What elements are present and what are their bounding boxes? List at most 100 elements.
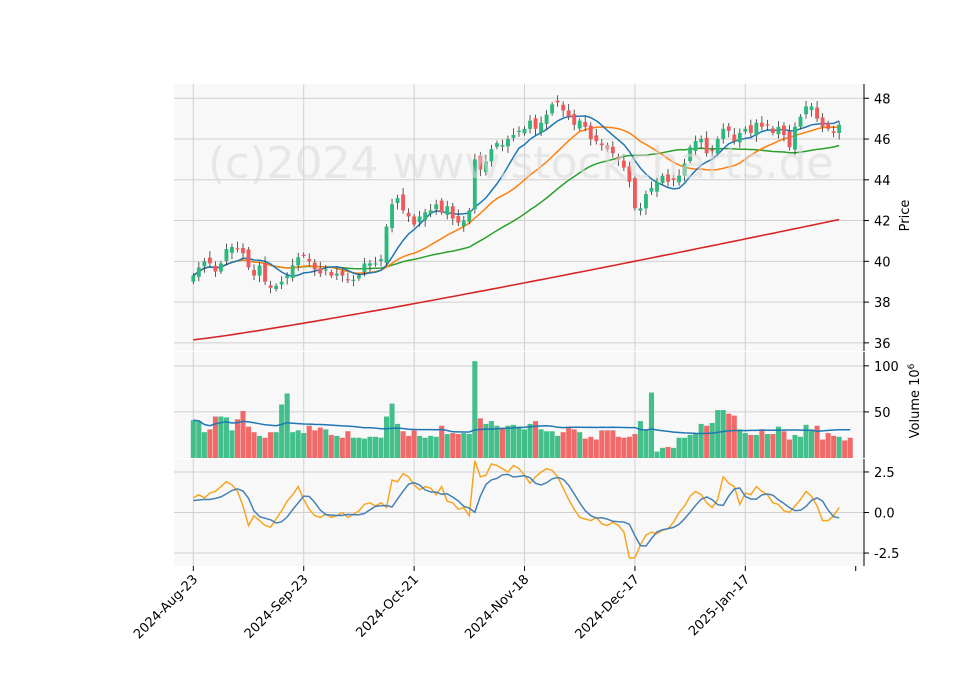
volume-bar xyxy=(588,436,594,458)
volume-bar xyxy=(809,429,815,458)
candle-down xyxy=(831,131,836,133)
volume-bar xyxy=(201,432,207,458)
price-ytick-label: 48 xyxy=(874,92,891,107)
volume-bar xyxy=(610,430,616,458)
xtick-label: 2024-Aug-23 xyxy=(131,572,201,642)
volume-bar xyxy=(461,433,467,458)
volume-bar xyxy=(196,421,202,458)
volume-bar xyxy=(797,436,804,458)
volume-bar xyxy=(367,436,373,458)
volume-bar xyxy=(764,434,770,458)
candle-up xyxy=(721,128,726,140)
candle-down xyxy=(759,122,764,127)
candle-down xyxy=(572,114,577,125)
candle-down xyxy=(616,156,621,160)
volume-bar xyxy=(842,440,848,458)
volume-bar xyxy=(676,437,682,458)
volume-bar xyxy=(698,423,704,458)
candle-up xyxy=(290,265,295,279)
volume-bar xyxy=(682,437,688,458)
candle-down xyxy=(588,125,593,140)
volume-bar xyxy=(301,433,307,458)
candle-up xyxy=(467,210,472,222)
candle-up xyxy=(715,139,720,154)
candle-down xyxy=(666,174,670,182)
volume-bar xyxy=(593,439,599,458)
volume-bar xyxy=(604,430,610,458)
candle-up xyxy=(351,279,356,281)
ma-mid-line xyxy=(192,126,840,277)
volume-bar xyxy=(312,430,318,458)
candle-up xyxy=(544,114,549,124)
volume-bar xyxy=(328,434,334,458)
volume-bar xyxy=(488,421,494,458)
candle-down xyxy=(345,279,350,281)
candle-down xyxy=(555,100,560,103)
candle-down xyxy=(710,149,715,152)
volume-bar xyxy=(748,434,754,458)
candle-up xyxy=(655,181,659,192)
candle-up xyxy=(230,247,234,253)
volume-bar xyxy=(240,410,246,458)
volume-bar xyxy=(411,430,417,458)
candle-up xyxy=(517,130,521,133)
candle-up xyxy=(434,204,439,210)
volume-bar xyxy=(715,410,721,458)
candle-down xyxy=(263,262,268,282)
volume-bar xyxy=(648,392,655,458)
volume-bar xyxy=(527,423,533,458)
volume-bar xyxy=(400,431,406,458)
volume-bar xyxy=(516,426,522,458)
candle-up xyxy=(660,175,665,184)
watermark: (c)2024 www.stockcharts.de xyxy=(208,138,833,189)
volume-bar xyxy=(422,437,428,458)
volume-bar xyxy=(770,434,776,458)
candle-down xyxy=(627,166,632,182)
candle-up xyxy=(417,216,422,223)
volume-bar xyxy=(538,429,544,458)
volume-bar xyxy=(737,429,743,458)
candle-up xyxy=(837,124,842,133)
volume-bar xyxy=(582,438,588,458)
volume-bar xyxy=(356,437,362,458)
volume-bar xyxy=(521,429,528,458)
volume-bar xyxy=(257,435,263,458)
volume-bar xyxy=(218,416,224,458)
volume-bar xyxy=(693,433,699,458)
volume-bar xyxy=(632,434,638,458)
candle-down xyxy=(478,155,483,170)
price-panel: 36 38 40 42 44 46 48 Price xyxy=(174,84,913,352)
volume-bar xyxy=(499,427,505,458)
volume-bar xyxy=(295,430,301,458)
candle-down xyxy=(412,216,417,225)
candle-up xyxy=(191,275,196,282)
candle-down xyxy=(268,285,273,288)
candle-up xyxy=(472,159,477,210)
candle-down xyxy=(594,135,599,142)
volume-average-line xyxy=(193,419,851,435)
candle-up xyxy=(754,122,759,136)
candle-up xyxy=(423,212,428,221)
volume-axis-exponent: 6 xyxy=(907,363,917,369)
candle-down xyxy=(820,117,825,127)
volume-bar xyxy=(273,432,279,458)
price-ytick-label: 36 xyxy=(874,337,891,352)
volume-bar xyxy=(345,431,351,458)
volume-bar xyxy=(615,436,621,458)
volume-bar xyxy=(483,423,489,458)
candle-up xyxy=(362,263,367,272)
volume-bar xyxy=(251,432,257,458)
volume-bar xyxy=(720,410,726,458)
xtick-label: 2024-Dec-17 xyxy=(573,572,643,642)
candle-down xyxy=(439,200,444,213)
volume-bar xyxy=(659,447,666,458)
candle-up xyxy=(356,275,361,279)
price-ytick-label: 44 xyxy=(874,174,891,189)
volume-bar xyxy=(510,424,517,458)
volume-bar xyxy=(234,419,241,458)
volume-bar xyxy=(555,435,561,458)
candle-up xyxy=(296,257,301,266)
candle-down xyxy=(561,104,566,111)
volume-bar xyxy=(665,446,671,458)
